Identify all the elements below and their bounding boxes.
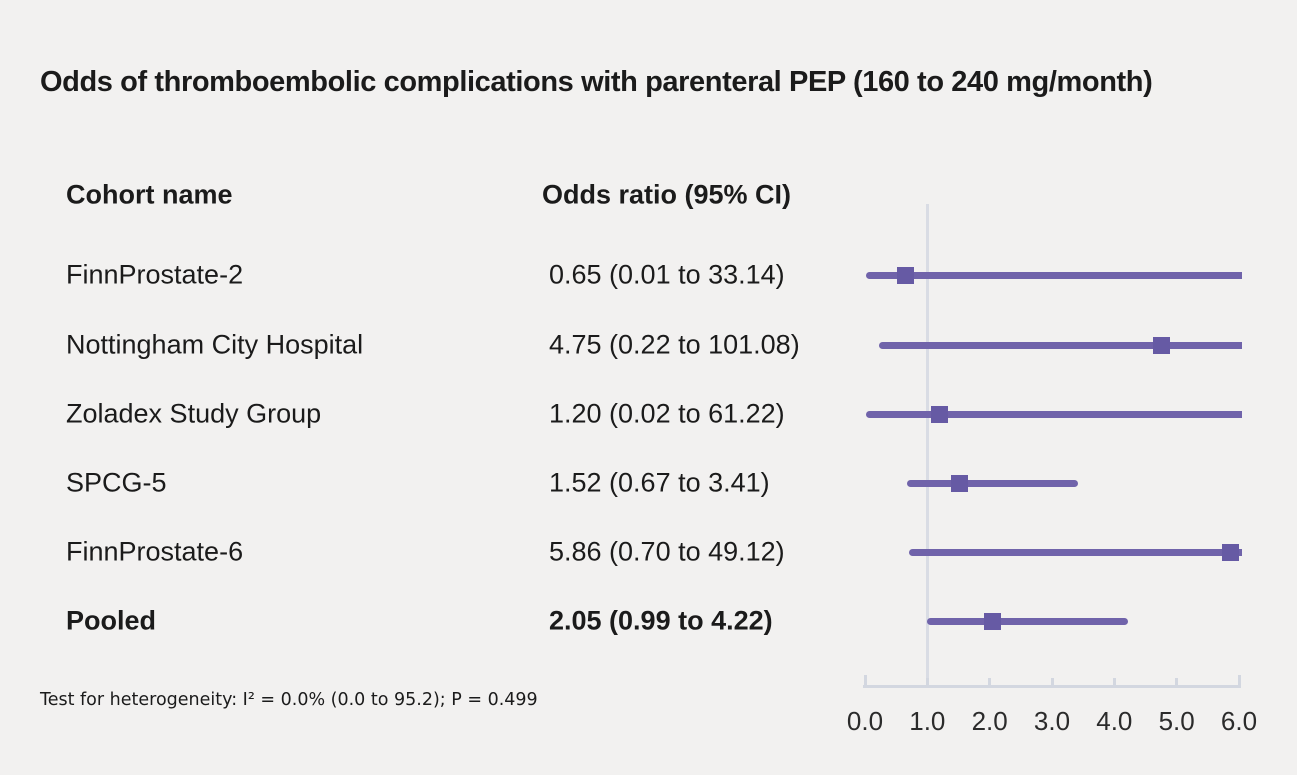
odds-ratio-marker [951,474,969,492]
confidence-interval-line [926,617,1129,625]
x-axis-tick [925,678,929,685]
figure-title: Odds of thromboembolic complications wit… [40,66,1153,98]
column-header-odds-ratio: Odds ratio (95% CI) [542,179,792,210]
reference-line [925,204,929,687]
confidence-interval-line [866,410,1242,418]
odds-ratio-marker [1221,543,1239,561]
x-axis-tick-label: 1.0 [909,706,946,736]
column-header-cohort: Cohort name [66,179,233,210]
x-axis-line [863,685,1241,688]
odds-ratio-value: 1.20 (0.02 to 61.22) [549,398,785,429]
cohort-label: SPCG-5 [66,467,167,498]
confidence-interval-line [906,479,1078,487]
x-axis-tick-label: 3.0 [1033,706,1071,736]
odds-ratio-value: 1.52 (0.67 to 3.41) [549,467,770,498]
confidence-interval-line [878,341,1242,349]
cohort-label: Pooled [66,605,157,636]
odds-ratio-value: 0.65 (0.01 to 33.14) [549,259,785,290]
cohort-label: Zoladex Study Group [66,398,322,429]
cohort-label: FinnProstate-2 [66,259,244,290]
odds-ratio-value: 5.86 (0.70 to 49.12) [549,536,785,567]
odds-ratio-marker [1152,336,1170,354]
cohort-label: Nottingham City Hospital [66,329,364,360]
x-axis-tick [1175,678,1179,685]
odds-ratio-marker [897,266,915,284]
x-axis-tick [988,678,992,685]
x-axis-tick [1050,678,1054,685]
cohort-label: FinnProstate-6 [66,536,244,567]
odds-ratio-marker [931,405,949,423]
x-axis-tick-label: 4.0 [1096,706,1133,736]
x-axis-tick [1237,675,1241,685]
x-axis-tick-label: 5.0 [1158,706,1195,736]
x-axis-tick-label: 0.0 [846,706,884,736]
x-axis-tick-label: 2.0 [971,706,1008,736]
odds-ratio-value: 2.05 (0.99 to 4.22) [549,605,773,636]
x-axis-tick [1112,678,1116,685]
odds-ratio-value: 4.75 (0.22 to 101.08) [549,329,800,360]
heterogeneity-footnote: Test for heterogeneity: I² = 0.0% (0.0 t… [40,690,538,710]
x-axis-tick-label: 6.0 [1220,706,1258,736]
confidence-interval-line [908,548,1242,556]
confidence-interval-line [865,271,1242,279]
x-axis-tick [863,675,867,685]
odds-ratio-marker [984,612,1002,630]
